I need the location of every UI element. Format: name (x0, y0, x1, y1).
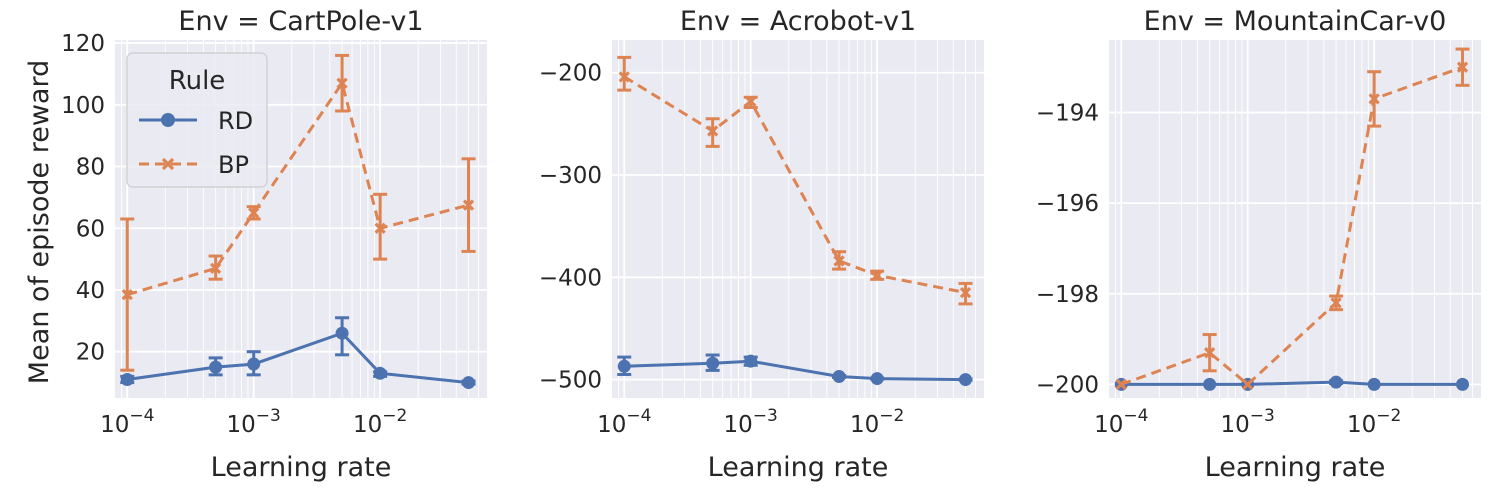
y-tick-label: −200 (1036, 372, 1099, 398)
plot-area (1109, 40, 1481, 398)
x-axis-label: Learning rate (708, 452, 889, 483)
y-tick-label: 20 (76, 340, 105, 366)
data-point (1329, 375, 1343, 389)
legend-entry-rd: RD (139, 107, 253, 135)
series-line (1120, 65, 1464, 387)
data-point (1456, 377, 1470, 391)
series-line (624, 359, 966, 382)
data-point (744, 354, 758, 368)
x-tick-label: 10−2 (353, 406, 407, 438)
legend-label: RD (218, 107, 253, 135)
data-point (959, 287, 972, 299)
x-tick-label: 10−3 (1221, 406, 1275, 438)
x-tick-label: 10−4 (597, 406, 651, 438)
y-tick-label: 80 (76, 155, 105, 181)
error-bar (617, 55, 632, 92)
series-line (623, 75, 966, 295)
series-line (126, 79, 469, 297)
x-tick-label: 10−4 (100, 406, 154, 438)
legend: Rule RD BP (126, 52, 268, 188)
y-tick-label: −400 (539, 265, 602, 291)
data-point (336, 77, 348, 89)
x-tick-label: 10−4 (1094, 406, 1148, 438)
data-point (871, 269, 883, 281)
y-tick-label: 40 (76, 278, 105, 304)
panel-title: Env = MountainCar-v0 (1144, 6, 1447, 37)
data-point (1368, 93, 1380, 105)
data-point (832, 370, 846, 384)
data-point (1115, 378, 1127, 391)
x-axis-label: Learning rate (211, 452, 392, 483)
data-point (247, 357, 261, 371)
legend-entry-bp: BP (139, 151, 249, 179)
data-point (1203, 377, 1217, 391)
y-tick-label: −200 (539, 61, 602, 87)
data-point (120, 372, 134, 386)
data-point (1330, 297, 1342, 309)
y-tick-label: −198 (1036, 282, 1099, 308)
data-point (618, 71, 630, 83)
y-tick-label: −500 (539, 368, 602, 394)
data-point (745, 95, 757, 108)
data-point (374, 222, 386, 234)
y-axis-label: Mean of episode reward (24, 60, 55, 384)
data-point (870, 372, 884, 386)
x-tick-label: 10−2 (1347, 406, 1401, 438)
data-point (210, 262, 222, 275)
series-bp (1115, 47, 1470, 391)
panel-title: Env = Acrobot-v1 (680, 6, 916, 37)
plot-area (612, 40, 984, 398)
data-point (707, 125, 719, 137)
x-tick-label: 10−3 (724, 406, 778, 438)
y-tick-label: −300 (539, 163, 602, 189)
panel-2: 10−4 10−3 10−2 −500 −400 −300 −200 Env = Acrobo… (539, 6, 984, 483)
data-point (1204, 347, 1216, 359)
y-tick-label: 120 (61, 31, 105, 57)
data-point (121, 288, 133, 301)
panel-3: 10−4 10−3 10−2 −200 −198 −196 −194 Env = Mounta… (1036, 6, 1481, 483)
data-point (373, 366, 387, 380)
series-bp (617, 55, 973, 306)
panel-title: Env = CartPole-v1 (178, 6, 423, 37)
data-point (1456, 61, 1469, 73)
x-axis-label: Learning rate (1205, 452, 1386, 483)
data-point (248, 207, 260, 219)
data-point (1367, 377, 1381, 391)
y-tick-label: −194 (1036, 101, 1099, 127)
y-tick-label: 60 (76, 216, 105, 242)
data-point (833, 255, 845, 267)
data-point (462, 199, 475, 211)
data-point (706, 356, 720, 370)
data-point (1242, 378, 1254, 391)
y-tick-label: −196 (1036, 191, 1099, 217)
series-line (1121, 380, 1463, 386)
series-line (127, 331, 469, 385)
series-bp (120, 53, 476, 372)
legend-title: Rule (169, 66, 226, 96)
panel-1: 10−4 10−3 10−2 20 40 60 80 100 120 Env = CartPole… (61, 6, 487, 483)
series-rd (617, 353, 973, 387)
legend-label: BP (218, 151, 249, 179)
y-tick-label: 100 (61, 93, 105, 119)
x-tick-label: 10−3 (227, 406, 281, 438)
data-point (959, 373, 973, 387)
data-point (462, 376, 476, 390)
x-tick-label: 10−2 (850, 406, 904, 438)
data-point (617, 359, 631, 373)
data-point (335, 326, 349, 340)
data-point (209, 360, 223, 374)
series-rd (120, 316, 476, 390)
